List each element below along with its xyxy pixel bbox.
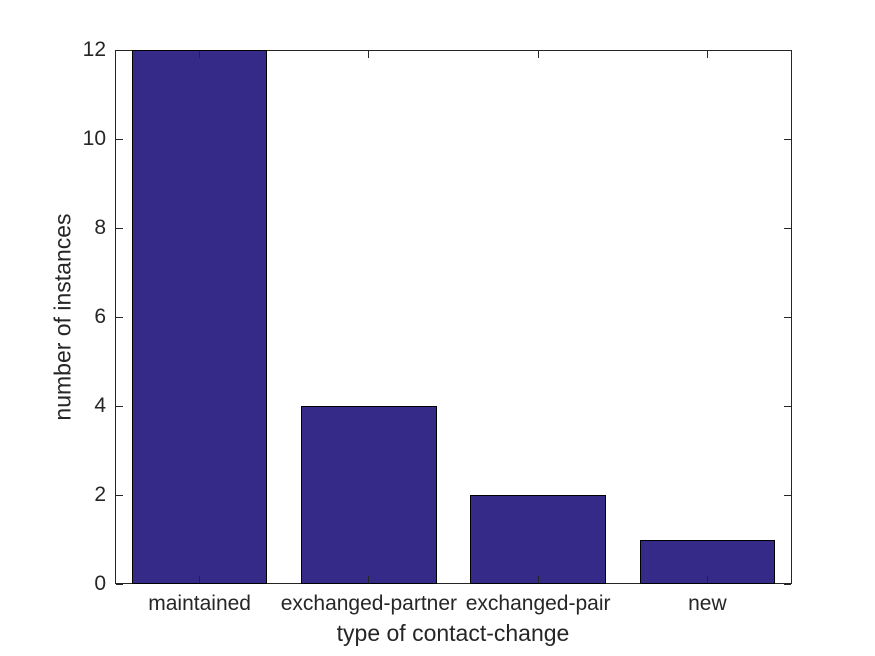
y-tick-label: 0 bbox=[94, 572, 106, 595]
x-tick-mark-top bbox=[706, 51, 708, 58]
x-tick-mark-bottom bbox=[368, 576, 370, 583]
y-tick-label: 12 bbox=[82, 38, 106, 61]
y-tick-mark-left bbox=[116, 138, 123, 140]
x-tick-label: maintained bbox=[148, 592, 251, 615]
y-tick-mark-right bbox=[784, 316, 791, 318]
x-tick-mark-bottom bbox=[199, 576, 201, 583]
y-tick-label: 6 bbox=[94, 305, 106, 328]
y-tick-label: 4 bbox=[94, 394, 106, 417]
y-tick-label: 2 bbox=[94, 483, 106, 506]
bar-exchanged-partner bbox=[301, 406, 437, 584]
bar-new bbox=[639, 539, 776, 584]
x-tick-label: new bbox=[688, 592, 727, 615]
y-tick-mark-left bbox=[116, 583, 123, 585]
x-tick-mark-bottom bbox=[537, 576, 539, 583]
y-tick-mark-left bbox=[116, 494, 123, 496]
x-axis-label: type of contact-change bbox=[336, 620, 570, 646]
bar-maintained bbox=[131, 50, 268, 584]
y-tick-mark-left bbox=[116, 405, 123, 407]
y-tick-mark-right bbox=[784, 138, 791, 140]
y-tick-mark-right bbox=[784, 494, 791, 496]
x-tick-mark-top bbox=[368, 51, 370, 58]
y-tick-mark-right bbox=[784, 583, 791, 585]
y-tick-mark-right bbox=[784, 227, 791, 229]
x-tick-mark-top bbox=[537, 51, 539, 58]
y-tick-label: 8 bbox=[94, 216, 106, 239]
y-tick-mark-left bbox=[116, 316, 123, 318]
x-tick-label: exchanged-partner bbox=[280, 592, 458, 615]
x-tick-label: exchanged-pair bbox=[465, 592, 611, 615]
y-tick-label: 10 bbox=[82, 127, 106, 150]
y-tick-mark-left bbox=[116, 227, 123, 229]
y-tick-mark-left bbox=[116, 49, 123, 51]
x-tick-mark-bottom bbox=[706, 576, 708, 583]
bar-exchanged-pair bbox=[470, 495, 606, 584]
y-tick-mark-right bbox=[784, 49, 791, 51]
y-tick-mark-right bbox=[784, 405, 791, 407]
x-tick-mark-top bbox=[199, 51, 201, 58]
